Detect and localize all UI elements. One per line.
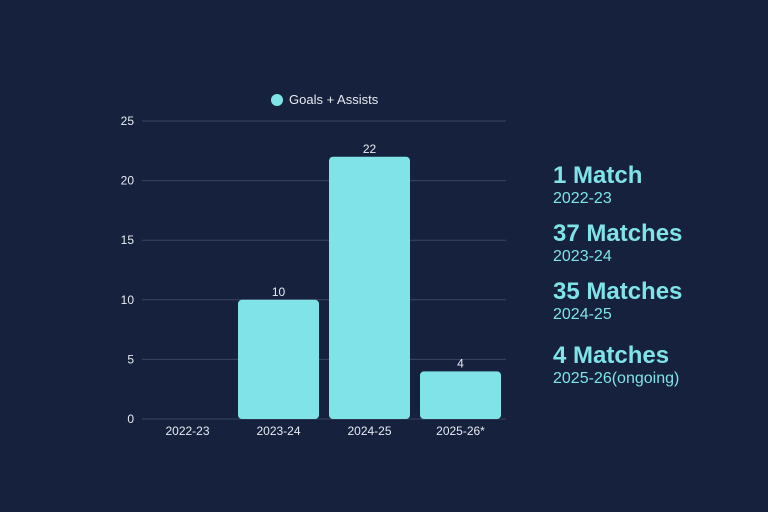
stat-matches: 4 Matches [553,342,670,369]
y-tick-label: 25 [121,114,135,128]
legend-label: Goals + Assists [289,92,379,107]
bar [329,156,410,419]
x-tick-label: 2023-24 [256,424,300,438]
y-tick-label: 20 [121,174,135,188]
bar [238,299,319,419]
x-tick-label: 2024-25 [347,424,391,438]
bar [420,371,501,419]
stat-season: 2022-23 [553,190,612,207]
stat-matches: 1 Match [553,162,643,189]
stat-2024-25: 35 Matches 2024-25 [553,278,682,324]
stat-2025-26: 4 Matches 2025-26(ongoing) [553,342,679,388]
y-tick-label: 0 [127,412,134,426]
stat-2023-24: 37 Matches 2023-24 [553,220,682,266]
x-tick-label: 2025-26* [436,424,485,438]
stat-matches: 35 Matches [553,278,683,305]
y-tick-label: 10 [121,293,135,307]
bar-data-label: 10 [272,285,286,299]
x-tick-label: 2022-23 [165,424,209,438]
bar-data-label: 4 [457,356,464,370]
stat-season: 2023-24 [553,248,612,265]
bar-data-label: 22 [363,142,377,156]
legend-swatch [271,93,283,106]
chart-legend: Goals + Assists [271,92,378,107]
stat-season: 2025-26(ongoing) [553,370,680,387]
stat-matches: 37 Matches [553,220,683,247]
y-tick-label: 5 [127,352,134,366]
y-tick-label: 15 [121,233,135,247]
stat-2022-23: 1 Match 2022-23 [553,162,642,208]
stat-season: 2024-25 [553,306,612,323]
